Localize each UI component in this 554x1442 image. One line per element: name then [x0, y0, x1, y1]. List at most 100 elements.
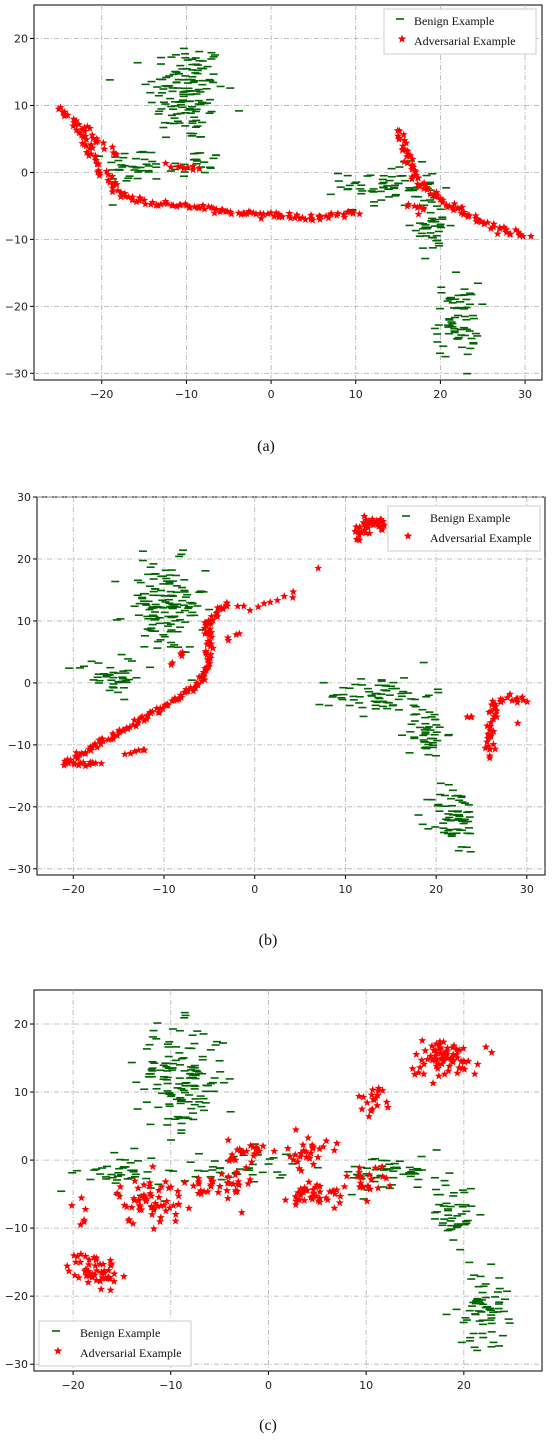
adversarial-point — [331, 1189, 340, 1198]
adversarial-point — [163, 199, 172, 208]
adversarial-point — [61, 759, 70, 767]
adversarial-point — [486, 707, 495, 715]
adversarial-point — [158, 704, 167, 712]
adversarial-point — [371, 1094, 380, 1102]
adversarial-point — [108, 142, 117, 151]
adversarial-point — [234, 1180, 243, 1189]
adversarial-point — [80, 1215, 89, 1224]
adversarial-point — [193, 680, 202, 689]
adversarial-point — [371, 1163, 380, 1172]
adversarial-point — [328, 1186, 337, 1195]
adversarial-point — [176, 649, 185, 658]
adversarial-point — [412, 1050, 421, 1058]
adversarial-point — [280, 592, 289, 600]
adversarial-point — [296, 1149, 305, 1157]
adversarial-point — [132, 197, 141, 206]
adversarial-point — [108, 183, 117, 192]
adversarial-point — [443, 1043, 452, 1052]
adversarial-point — [435, 1037, 444, 1046]
adversarial-point — [367, 1090, 376, 1099]
adversarial-point — [486, 224, 495, 233]
adversarial-point — [342, 1172, 351, 1180]
adversarial-point — [188, 165, 197, 174]
adversarial-point — [90, 1270, 99, 1279]
adversarial-point — [76, 1220, 85, 1229]
adversarial-point — [242, 209, 251, 218]
adversarial-point — [72, 125, 81, 134]
adversarial-point — [168, 696, 177, 705]
adversarial-point — [82, 148, 91, 156]
adversarial-point — [473, 1060, 482, 1068]
x-tick-label: −10 — [152, 883, 175, 896]
adversarial-point — [302, 1153, 311, 1161]
adversarial-point — [296, 1184, 305, 1193]
adversarial-point — [73, 1252, 82, 1260]
adversarial-point — [192, 679, 201, 687]
adversarial-point — [87, 140, 96, 149]
adversarial-point — [400, 136, 409, 144]
caption-b: (b) — [259, 932, 278, 949]
adversarial-point — [169, 201, 178, 209]
adversarial-point — [189, 162, 198, 170]
adversarial-point — [197, 677, 206, 685]
adversarial-point — [208, 643, 217, 652]
adversarial-point — [88, 130, 97, 139]
adversarial-point — [301, 1147, 310, 1155]
markers-b — [60, 512, 532, 853]
adversarial-point — [176, 690, 185, 699]
gridlines-b — [37, 496, 545, 875]
adversarial-point — [224, 1135, 233, 1144]
adversarial-point — [322, 1136, 331, 1145]
adversarial-point — [458, 1064, 467, 1072]
adversarial-point — [486, 722, 495, 730]
adversarial-point — [376, 517, 385, 526]
adversarial-point — [482, 737, 491, 746]
adversarial-point — [207, 628, 216, 636]
adversarial-point — [125, 1215, 134, 1223]
adversarial-point — [460, 208, 469, 216]
adversarial-point — [491, 744, 500, 753]
adversarial-point — [485, 751, 494, 760]
adversarial-point — [416, 1063, 425, 1071]
adversarial-point — [194, 1174, 203, 1182]
adversarial-point — [423, 1055, 432, 1063]
adversarial-point — [93, 159, 102, 168]
adversarial-point — [63, 110, 72, 119]
adversarial-point — [374, 1183, 383, 1192]
y-tick-label: −20 — [5, 300, 28, 313]
adversarial-point — [485, 725, 494, 734]
adversarial-point — [455, 1046, 464, 1054]
plot-frame-b — [36, 496, 546, 876]
x-tick-label: 10 — [349, 388, 363, 401]
adversarial-point — [367, 1175, 376, 1183]
adversarial-point — [452, 1045, 461, 1053]
adversarial-point — [472, 217, 481, 226]
adversarial-point — [281, 1195, 290, 1204]
adversarial-point — [511, 225, 520, 234]
adversarial-point — [407, 174, 416, 183]
adversarial-point — [97, 759, 106, 767]
adversarial-point — [411, 171, 420, 179]
y-tick-label: −30 — [5, 1358, 28, 1371]
adversarial-point — [441, 1050, 450, 1058]
adversarial-point — [93, 743, 102, 751]
panel-a: −20 −10 0 10 20 30 −30 −20 −10 0 10 20 Benign Examp… — [5, 4, 543, 455]
adversarial-point — [325, 1187, 334, 1196]
adversarial-point — [96, 739, 105, 748]
y-tick-label: 10 — [14, 99, 28, 112]
adversarial-point — [200, 1187, 209, 1195]
adversarial-point — [377, 524, 386, 533]
adversarial-point — [484, 729, 493, 738]
adversarial-point — [450, 199, 459, 208]
adversarial-point — [286, 1152, 295, 1160]
x-tick-label: 0 — [251, 883, 258, 896]
legend-adversarial-star — [53, 1346, 63, 1355]
adversarial-point — [352, 522, 361, 531]
adversarial-point — [154, 1193, 163, 1201]
adversarial-point — [330, 1203, 339, 1212]
adversarial-point — [417, 1056, 426, 1064]
adversarial-point — [378, 1086, 387, 1094]
adversarial-point — [157, 1182, 166, 1191]
adversarial-point — [233, 602, 242, 610]
adversarial-point — [296, 1152, 305, 1161]
